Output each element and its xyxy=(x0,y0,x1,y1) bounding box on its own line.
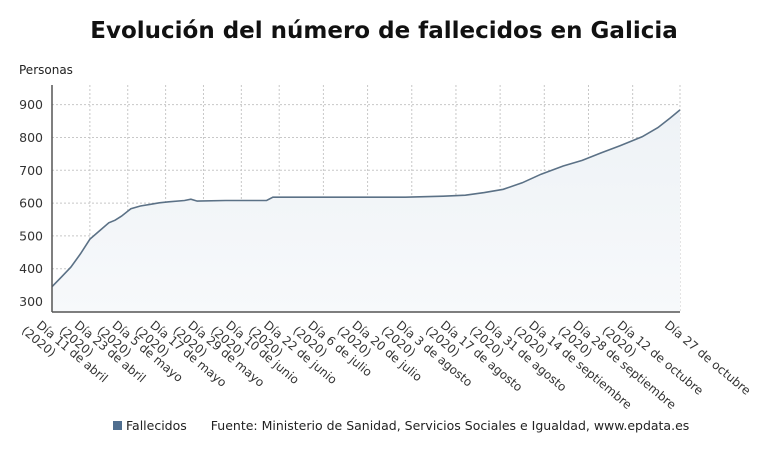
y-tick-label: 700 xyxy=(19,163,43,178)
y-tick-labels: 300 400 500 600 700 800 900 xyxy=(19,97,43,309)
y-tick-label: 800 xyxy=(19,130,43,145)
x-tick-label: Día 27 de octubre xyxy=(662,318,753,398)
legend: Fallecidos Fuente: Ministerio de Sanidad… xyxy=(113,418,689,433)
y-tick-label: 600 xyxy=(19,196,43,211)
series-line-fallecidos xyxy=(51,109,681,288)
y-tick-label: 900 xyxy=(19,97,43,112)
y-tick-label: 500 xyxy=(19,228,43,243)
chart-title: Evolución del número de fallecidos en Ga… xyxy=(90,18,678,44)
y-tick-label: 400 xyxy=(19,261,43,276)
axes xyxy=(51,85,680,313)
y-tick-label: 300 xyxy=(19,294,43,309)
y-axis-label: Personas xyxy=(19,63,73,77)
legend-label: Fallecidos xyxy=(126,418,187,433)
series-area-fallecidos xyxy=(52,109,680,313)
area-layer xyxy=(51,109,681,313)
x-tick-labels: Día 11 de abril(2020) Día 23 de abril(202… xyxy=(19,318,753,412)
legend-swatch xyxy=(113,421,122,430)
source-text: Fuente: Ministerio de Sanidad, Servicios… xyxy=(210,418,690,433)
x-tick-label-line: Día 27 de octubre xyxy=(662,318,753,398)
